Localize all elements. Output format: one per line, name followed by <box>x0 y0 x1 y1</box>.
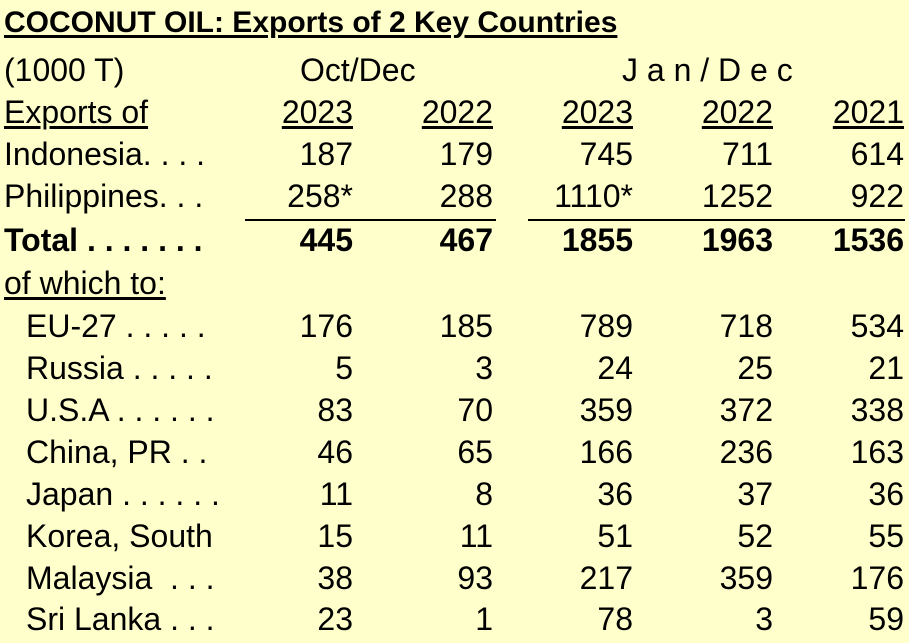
value-cell: 78 <box>597 601 633 637</box>
value-cell: 11 <box>459 518 493 554</box>
value-cell: 1252 <box>701 178 773 214</box>
value-cell: 236 <box>719 434 773 470</box>
unit-label: (1000 T) <box>4 52 125 88</box>
table-row: U.S.A . . . . . . 83 70 359 372 338 <box>0 392 909 434</box>
value-cell: 1536 <box>832 222 904 258</box>
row-label: Korea, South <box>26 518 213 554</box>
value-cell: 372 <box>719 392 773 428</box>
value-cell: 37 <box>737 476 773 512</box>
value-cell: 70 <box>457 392 493 428</box>
value-cell: 36 <box>597 476 633 512</box>
table-title: COCONUT OIL: Exports of 2 Key Countries <box>4 6 618 39</box>
value-cell: 187 <box>299 136 353 172</box>
table-row: Russia . . . . . 5 3 24 25 21 <box>0 350 909 392</box>
table-row: Malaysia . . . 38 93 217 359 176 <box>0 560 909 602</box>
value-cell: 59 <box>868 601 904 637</box>
year-header: 2023 <box>561 94 633 130</box>
value-cell: 445 <box>299 222 353 258</box>
value-cell: 359 <box>719 560 773 596</box>
of-which-label: of which to: <box>4 265 166 301</box>
period-row: (1000 T) Oct/Dec J a n / D e c <box>0 52 909 94</box>
row-label: Philippines. . . <box>4 178 204 214</box>
value-cell: 65 <box>457 434 493 470</box>
value-cell: 23 <box>317 601 353 637</box>
value-cell: 176 <box>299 308 353 344</box>
value-cell: 38 <box>317 560 353 596</box>
value-cell: 185 <box>439 308 493 344</box>
value-cell: 24 <box>597 350 633 386</box>
value-cell: 1110* <box>554 178 633 214</box>
table-row: Philippines. . . 258* 288 1110* 1252 922 <box>0 178 909 220</box>
year-header: 2022 <box>421 94 493 130</box>
value-cell: 166 <box>579 434 633 470</box>
value-cell: 179 <box>439 136 493 172</box>
value-cell: 93 <box>457 560 493 596</box>
value-cell: 46 <box>317 434 353 470</box>
period-jan-dec: J a n / D e c <box>622 52 793 88</box>
value-cell: 1 <box>475 601 493 637</box>
table-row: Sri Lanka . . . 23 1 78 3 59 <box>0 601 909 643</box>
value-cell: 3 <box>755 601 773 637</box>
value-cell: 745 <box>579 136 633 172</box>
row-label: U.S.A . . . . . . <box>26 392 215 428</box>
value-cell: 288 <box>439 178 493 214</box>
value-cell: 359 <box>579 392 633 428</box>
table-row: EU-27 . . . . . 176 185 789 718 534 <box>0 308 909 350</box>
value-cell: 52 <box>737 518 773 554</box>
value-cell: 8 <box>475 476 493 512</box>
value-cell: 922 <box>850 178 904 214</box>
year-header: 2023 <box>281 94 353 130</box>
value-cell: 11 <box>319 476 353 512</box>
value-cell: 176 <box>850 560 904 596</box>
year-header: 2021 <box>832 94 904 130</box>
total-rule <box>245 219 496 221</box>
row-label: Total . . . . . . . <box>4 222 203 258</box>
total-row: Total . . . . . . . 445 467 1855 1963 15… <box>0 222 909 264</box>
value-cell: 83 <box>317 392 353 428</box>
value-cell: 3 <box>475 350 493 386</box>
section-row: of which to: <box>0 265 909 307</box>
row-label: Indonesia. . . . <box>4 136 206 172</box>
table-row: Indonesia. . . . 187 179 745 711 614 <box>0 136 909 178</box>
value-cell: 217 <box>579 560 633 596</box>
value-cell: 258* <box>287 178 353 214</box>
value-cell: 36 <box>868 476 904 512</box>
row-label: China, PR . . <box>26 434 208 470</box>
row-label: Japan . . . . . . <box>26 476 220 512</box>
total-rule <box>528 219 905 221</box>
table-row: Korea, South 15 11 51 52 55 <box>0 518 909 560</box>
value-cell: 711 <box>721 136 773 172</box>
value-cell: 789 <box>579 308 633 344</box>
table-row: China, PR . . 46 65 166 236 163 <box>0 434 909 476</box>
value-cell: 5 <box>335 350 353 386</box>
row-label: Sri Lanka . . . <box>26 601 215 637</box>
period-oct-dec: Oct/Dec <box>300 52 416 88</box>
value-cell: 51 <box>597 518 633 554</box>
value-cell: 25 <box>737 350 773 386</box>
year-header: 2022 <box>701 94 773 130</box>
value-cell: 1855 <box>561 222 633 258</box>
row-label: Russia . . . . . <box>26 350 213 386</box>
value-cell: 718 <box>719 308 773 344</box>
row-label: Malaysia . . . <box>26 560 215 596</box>
value-cell: 614 <box>850 136 904 172</box>
header-label: Exports of <box>4 94 149 130</box>
value-cell: 21 <box>868 350 904 386</box>
value-cell: 15 <box>317 518 353 554</box>
value-cell: 534 <box>850 308 904 344</box>
value-cell: 163 <box>850 434 904 470</box>
table-row: Japan . . . . . . 11 8 36 37 36 <box>0 476 909 518</box>
row-label: EU-27 . . . . . <box>26 308 206 344</box>
value-cell: 338 <box>850 392 904 428</box>
header-row: Exports of 2023 2022 2023 2022 2021 <box>0 94 909 136</box>
value-cell: 467 <box>439 222 493 258</box>
value-cell: 55 <box>868 518 904 554</box>
value-cell: 1963 <box>701 222 773 258</box>
